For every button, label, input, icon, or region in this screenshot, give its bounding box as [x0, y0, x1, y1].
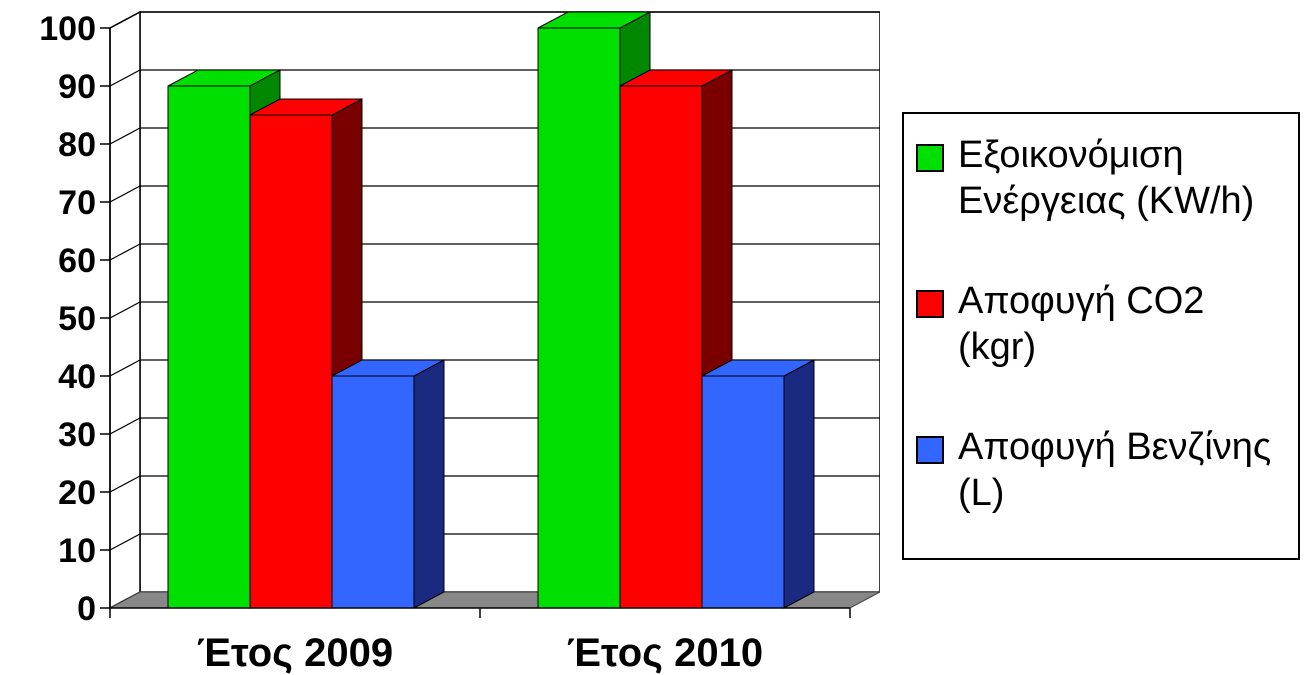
y-tick-label: 100 [39, 10, 96, 48]
y-tick-label: 50 [58, 300, 96, 338]
y-tick-label: 80 [58, 126, 96, 164]
legend-label-energy: Εξοικονόμιση Ενέργειας (KW/h) [958, 134, 1255, 222]
gridline-side [109, 475, 141, 493]
bar-chart: 0 10 20 30 40 50 60 70 80 90 100 Έτος 2009 Έτος 2010 [39, 10, 880, 675]
legend-label-co2: Αποφυγή CO2 (kgr) [958, 280, 1205, 368]
legend-item-co2: Αποφυγή CO2 (kgr) [916, 278, 1288, 370]
y-tick-label: 20 [58, 474, 96, 512]
y-tick-label: 60 [58, 242, 96, 280]
gridline-side [109, 359, 141, 377]
gridline-side [109, 243, 141, 261]
legend-swatch-energy [916, 144, 944, 172]
bars-layer [167, 11, 815, 609]
bar-2009-s1 [249, 114, 333, 609]
bar-2010-s1 [619, 85, 703, 609]
gridline-side [109, 11, 141, 29]
gridline-side [109, 127, 141, 145]
y-tick-label: 90 [58, 68, 96, 106]
y-tick-label: 30 [58, 416, 96, 454]
gridline-side [109, 533, 141, 551]
y-tick-label: 10 [58, 532, 96, 570]
legend: Εξοικονόμιση Ενέργειας (KW/h) Αποφυγή CO… [902, 112, 1300, 560]
bar-2010-s2-side [783, 359, 815, 609]
legend-item-energy: Εξοικονόμιση Ενέργειας (KW/h) [916, 132, 1288, 224]
legend-item-petrol: Αποφυγή Βενζίνης (L) [916, 424, 1288, 516]
bar-2009-s0 [167, 85, 251, 609]
gridline-side [109, 69, 141, 87]
x-category-label: Έτος 2010 [567, 631, 763, 675]
axis-layer: 0 10 20 30 40 50 60 70 80 90 100 Έτος 2009 Έτος 2010 [39, 10, 851, 675]
bar-2009-s2 [331, 375, 415, 609]
legend-swatch-co2 [916, 290, 944, 318]
y-tick-label: 70 [58, 184, 96, 222]
bar-2010-s2 [701, 375, 785, 609]
x-category-label: Έτος 2009 [197, 631, 393, 675]
bar-2010-s0 [537, 27, 621, 609]
y-tick-label: 0 [77, 590, 96, 628]
legend-swatch-petrol [916, 436, 944, 464]
gridline-side [109, 185, 141, 203]
gridline-side [109, 301, 141, 319]
y-tick-label: 40 [58, 358, 96, 396]
legend-label-petrol: Αποφυγή Βενζίνης (L) [958, 426, 1272, 514]
gridline-side [109, 417, 141, 435]
bar-2009-s2-side [413, 359, 445, 609]
